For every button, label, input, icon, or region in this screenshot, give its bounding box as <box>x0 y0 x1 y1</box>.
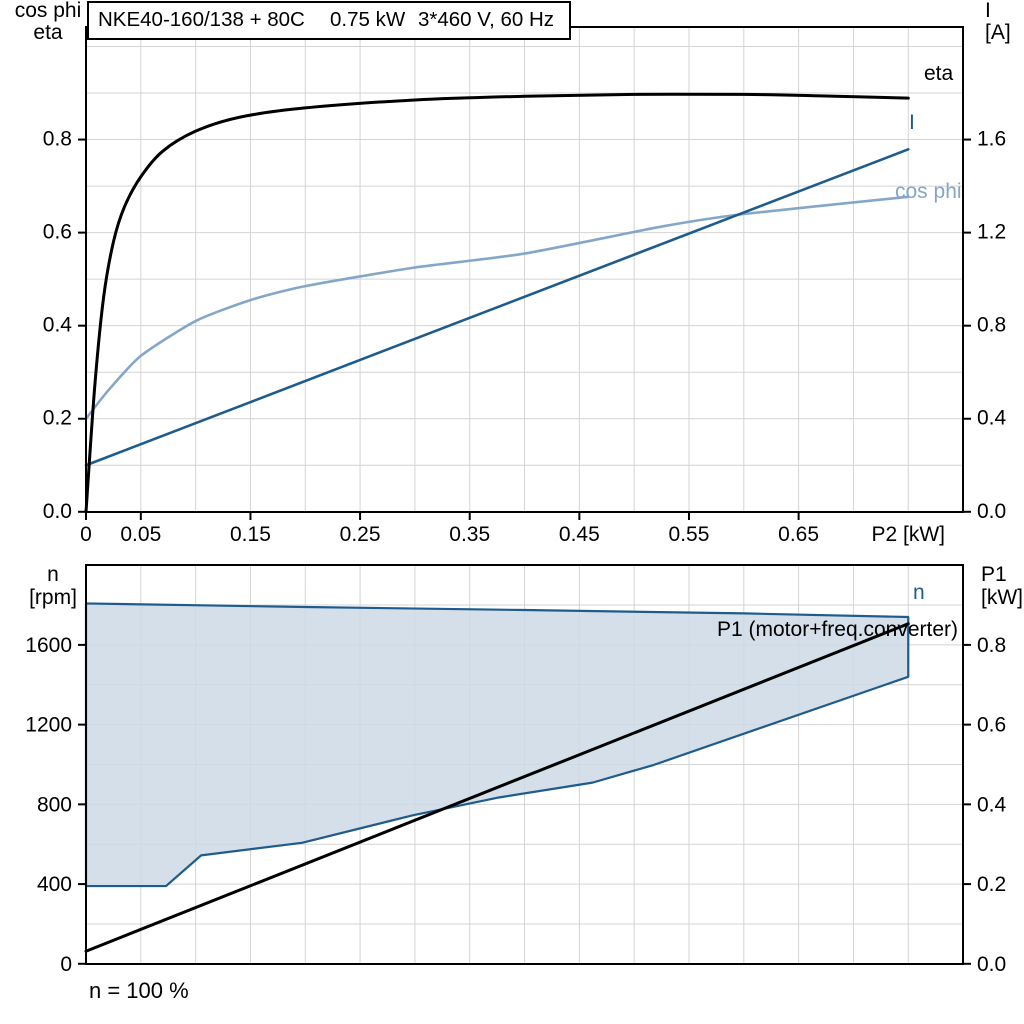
svg-text:1200: 1200 <box>25 714 72 737</box>
svg-text:0.2: 0.2 <box>977 873 1006 896</box>
svg-text:P1: P1 <box>981 563 1007 586</box>
svg-text:0.25: 0.25 <box>340 523 381 546</box>
svg-text:0: 0 <box>80 523 92 546</box>
svg-text:0.8: 0.8 <box>977 314 1006 337</box>
svg-text:0.15: 0.15 <box>230 523 271 546</box>
svg-text:n: n <box>47 563 59 586</box>
svg-text:0.45: 0.45 <box>559 523 600 546</box>
svg-text:0.8: 0.8 <box>977 634 1006 657</box>
svg-text:0.0: 0.0 <box>977 500 1006 523</box>
svg-text:I: I <box>985 0 991 22</box>
svg-text:P2 [kW]: P2 [kW] <box>871 523 945 546</box>
svg-text:0.65: 0.65 <box>778 523 819 546</box>
svg-text:eta: eta <box>924 62 954 85</box>
svg-text:0.0: 0.0 <box>43 500 72 523</box>
svg-text:[kW]: [kW] <box>981 586 1023 609</box>
svg-text:1.6: 1.6 <box>977 128 1006 151</box>
svg-text:P1 (motor+freq.converter): P1 (motor+freq.converter) <box>717 618 958 641</box>
svg-text:800: 800 <box>37 793 72 816</box>
svg-text:1.2: 1.2 <box>977 221 1006 244</box>
svg-text:eta: eta <box>33 21 63 44</box>
svg-text:cos phi: cos phi <box>15 0 82 22</box>
svg-text:n: n <box>913 581 925 604</box>
svg-text:400: 400 <box>37 873 72 896</box>
svg-text:0.55: 0.55 <box>669 523 710 546</box>
svg-text:[rpm]: [rpm] <box>29 586 77 609</box>
svg-text:0.75 kW: 0.75 kW <box>330 8 406 31</box>
svg-text:0.6: 0.6 <box>43 221 72 244</box>
svg-text:1600: 1600 <box>25 634 72 657</box>
svg-text:n = 100 %: n = 100 % <box>89 978 189 1003</box>
svg-text:I: I <box>909 111 915 134</box>
svg-text:0.8: 0.8 <box>43 128 72 151</box>
svg-text:0.4: 0.4 <box>43 314 73 337</box>
svg-text:0.35: 0.35 <box>449 523 490 546</box>
svg-text:0: 0 <box>60 953 72 976</box>
svg-text:0.0: 0.0 <box>977 953 1006 976</box>
svg-text:0.4: 0.4 <box>977 793 1007 816</box>
svg-text:0.4: 0.4 <box>977 407 1007 430</box>
svg-text:[A]: [A] <box>985 21 1011 44</box>
svg-text:0.6: 0.6 <box>977 714 1006 737</box>
svg-text:cos phi: cos phi <box>895 180 962 203</box>
svg-text:NKE40-160/138 + 80C: NKE40-160/138 + 80C <box>98 8 305 31</box>
svg-text:0.2: 0.2 <box>43 407 72 430</box>
svg-text:3*460 V, 60 Hz: 3*460 V, 60 Hz <box>418 8 554 31</box>
svg-text:0.05: 0.05 <box>120 523 161 546</box>
